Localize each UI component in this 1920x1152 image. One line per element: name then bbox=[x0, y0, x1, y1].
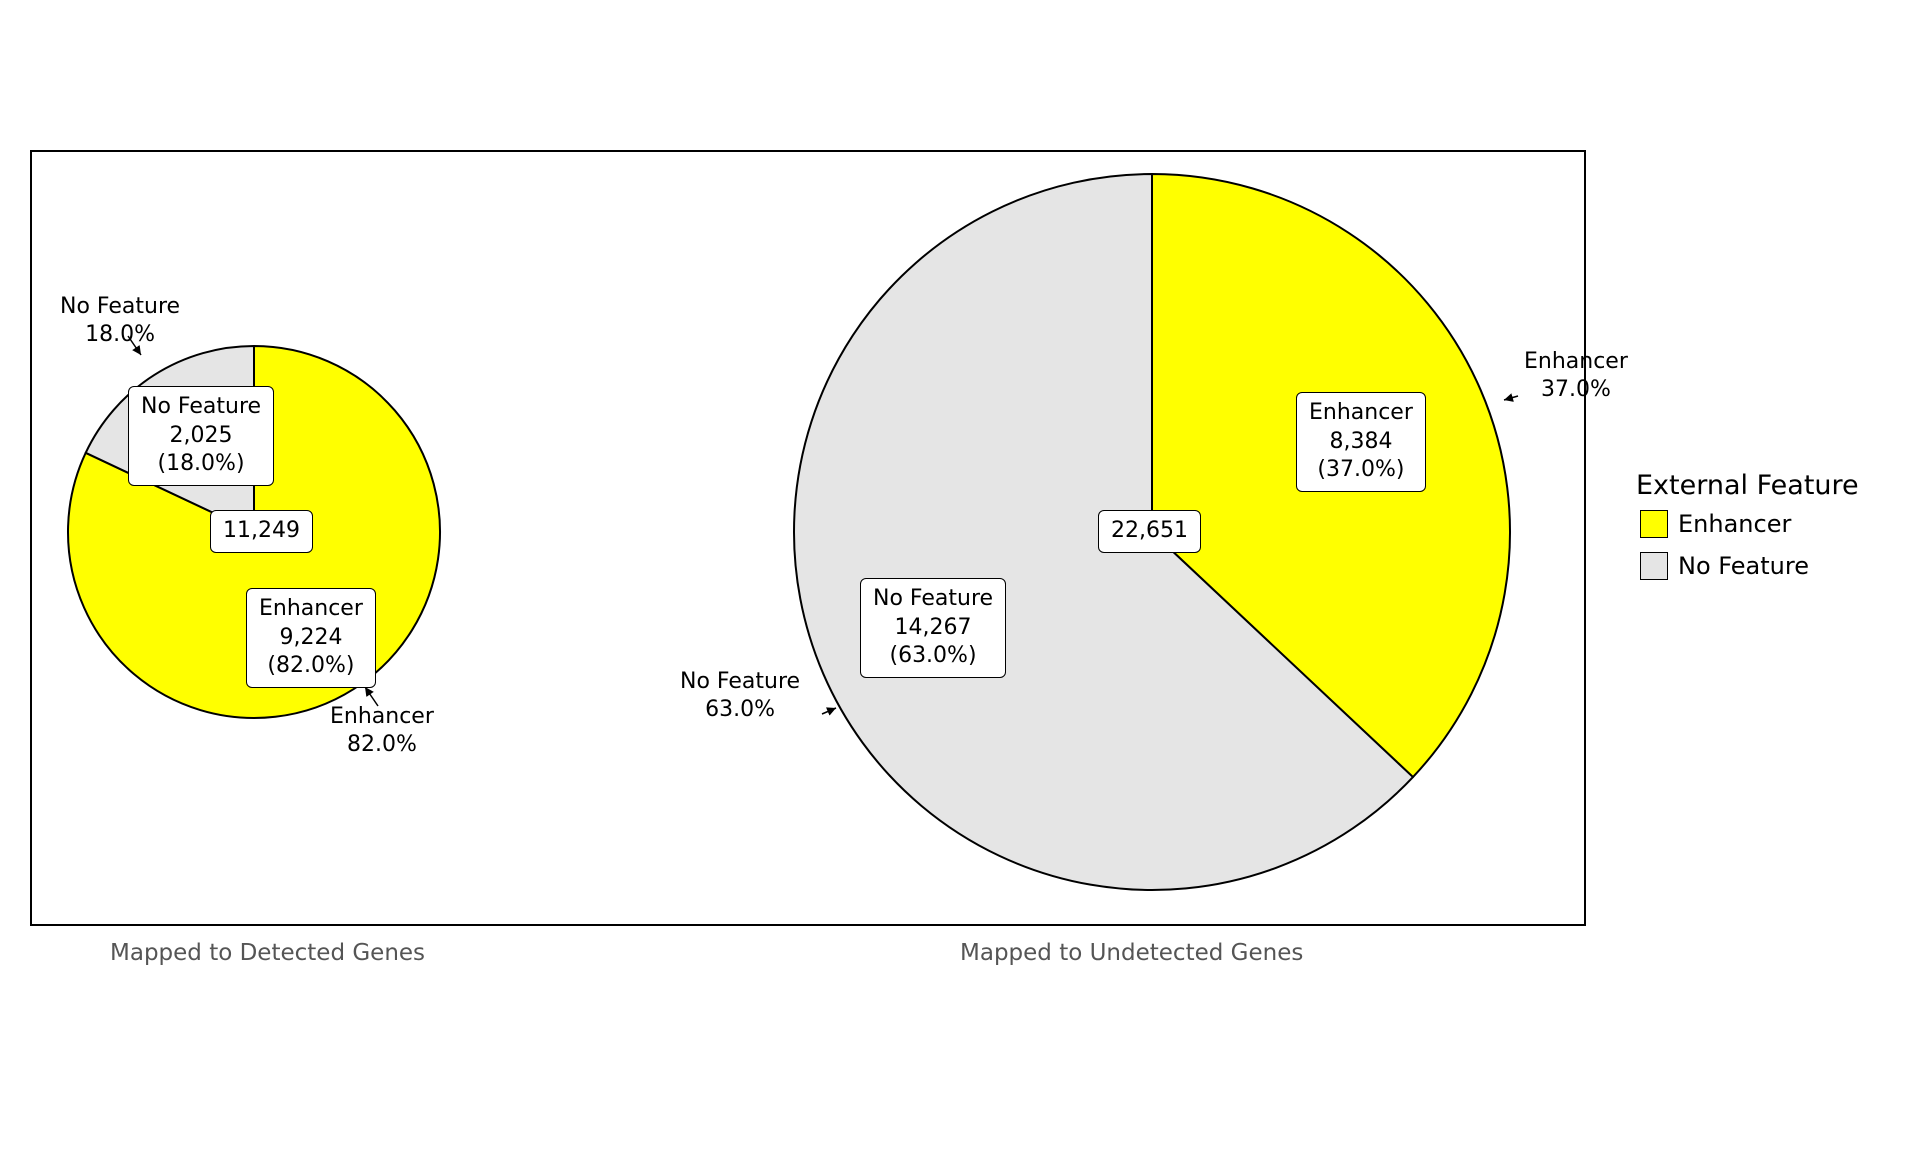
legend-swatch-nofeature bbox=[1640, 552, 1668, 580]
legend-item-nofeature: No Feature bbox=[1640, 552, 1809, 580]
legend-label-enhancer: Enhancer bbox=[1678, 510, 1791, 538]
outer-label-left-enhancer: Enhancer82.0% bbox=[330, 703, 434, 758]
axis-label-left: Mapped to Detected Genes bbox=[110, 940, 425, 966]
legend-title: External Feature bbox=[1636, 470, 1859, 501]
outer-label-right-nofeature: No Feature63.0% bbox=[680, 668, 800, 723]
box-right-total: 22,651 bbox=[1098, 510, 1201, 553]
box-right-nofeature: No Feature14,267(63.0%) bbox=[860, 578, 1006, 678]
legend-item-enhancer: Enhancer bbox=[1640, 510, 1791, 538]
box-left-nofeature: No Feature2,025(18.0%) bbox=[128, 386, 274, 486]
legend-swatch-enhancer bbox=[1640, 510, 1668, 538]
outer-label-left-nofeature: No Feature18.0% bbox=[60, 293, 180, 348]
legend-label-nofeature: No Feature bbox=[1678, 552, 1809, 580]
box-right-enhancer: Enhancer8,384(37.0%) bbox=[1296, 392, 1426, 492]
outer-label-right-enhancer: Enhancer37.0% bbox=[1524, 348, 1628, 403]
leader-lines bbox=[0, 0, 1920, 1152]
axis-label-right: Mapped to Undetected Genes bbox=[960, 940, 1303, 966]
box-left-total: 11,249 bbox=[210, 510, 313, 553]
box-left-enhancer: Enhancer9,224(82.0%) bbox=[246, 588, 376, 688]
chart-root: Enhancer82.0% No Feature18.0% Enhancer37… bbox=[0, 0, 1920, 1152]
